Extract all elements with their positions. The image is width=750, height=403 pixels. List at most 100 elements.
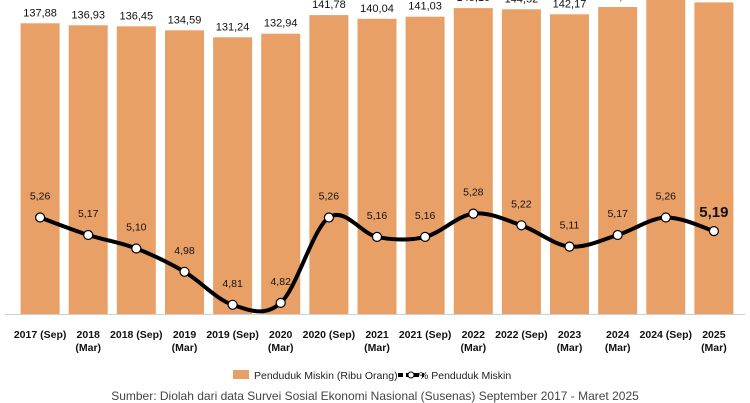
x-tick-label-line: 2024 (Sep) bbox=[640, 329, 693, 341]
x-tick-label: 2024 (Mar) bbox=[605, 329, 631, 354]
x-tick-label-line: 2022 (Sep) bbox=[495, 329, 548, 341]
x-tick-label: 2018 (Mar) bbox=[75, 329, 101, 354]
x-tick-label-line: 2021 bbox=[365, 329, 389, 341]
line-point bbox=[371, 231, 383, 242]
x-tick-label-line: (Mar) bbox=[268, 342, 294, 354]
line-point bbox=[323, 212, 334, 223]
x-tick-label: 2019 (Sep) bbox=[206, 329, 259, 341]
line-point bbox=[468, 208, 479, 219]
line-value-label: 5,28 bbox=[463, 187, 484, 199]
x-tick-label: 2021 (Sep) bbox=[399, 329, 452, 341]
bar bbox=[550, 14, 589, 315]
line-point bbox=[83, 229, 94, 241]
line-point bbox=[516, 220, 527, 231]
x-tick-label-line: 2024 bbox=[606, 329, 630, 341]
bar bbox=[598, 7, 638, 314]
line-value-label: 5,26 bbox=[30, 191, 51, 203]
bar bbox=[309, 15, 349, 314]
x-tick-label-line: (Mar) bbox=[460, 342, 486, 354]
x-tick-label: 2022 (Mar) bbox=[460, 329, 486, 354]
legend-label-bar: Penduduk Miskin (Ribu Orang) bbox=[254, 370, 398, 382]
bar bbox=[501, 9, 541, 315]
bar-value-label: 134,59 bbox=[168, 14, 202, 26]
bar bbox=[68, 25, 108, 315]
x-tick-label: 2018 (Sep) bbox=[110, 329, 163, 341]
x-tick-label-line: 2020 bbox=[269, 329, 293, 341]
x-tick-label-line: (Mar) bbox=[701, 342, 727, 354]
bar bbox=[646, 0, 686, 314]
x-tick-label: 2020 (Sep) bbox=[303, 329, 356, 341]
line-point bbox=[564, 241, 575, 252]
bar bbox=[261, 33, 301, 314]
x-tick-label: 2023 (Mar) bbox=[557, 329, 583, 354]
bar bbox=[405, 16, 445, 314]
bar bbox=[116, 26, 156, 315]
line-point bbox=[660, 212, 671, 223]
x-tick-label: 2025 (Mar) bbox=[701, 329, 727, 354]
x-tick-label-line: 2018 bbox=[77, 329, 101, 341]
line-value-label: 5,16 bbox=[367, 210, 388, 222]
bar-value-label: 136,93 bbox=[71, 9, 105, 21]
x-tick-label-line: 2023 bbox=[558, 329, 582, 341]
x-tick-label-line: (Mar) bbox=[75, 342, 101, 354]
line-point bbox=[275, 297, 286, 308]
line-point bbox=[708, 226, 720, 237]
line-point bbox=[612, 229, 623, 241]
line-value-label: 5,11 bbox=[560, 220, 580, 232]
line-value-label: 5,26 bbox=[656, 191, 677, 203]
line-value-label: 5,10 bbox=[126, 222, 147, 234]
x-tick-label-line: (Mar) bbox=[364, 342, 390, 354]
legend-label-line: % Penduduk Miskin bbox=[419, 370, 511, 382]
source-note: Sumber: Diolah dari data Survei Sosial E… bbox=[111, 389, 639, 403]
line-value-label: 4,98 bbox=[174, 245, 195, 257]
bar bbox=[213, 37, 253, 315]
bar bbox=[357, 18, 397, 315]
line-series-percent bbox=[38, 211, 716, 314]
bar-value-label: 132,94 bbox=[264, 18, 298, 30]
bar-value-label: 140,04 bbox=[360, 3, 394, 15]
legend-swatch-bar bbox=[233, 370, 249, 379]
bar-value-label: 142,17 bbox=[553, 0, 587, 10]
x-tick-label-line: 2022 bbox=[462, 329, 486, 341]
bar bbox=[453, 8, 493, 314]
x-tick-label: 2019 (Mar) bbox=[172, 329, 198, 354]
line-value-label: 5,22 bbox=[511, 198, 532, 210]
x-tick-label: 2024 (Sep) bbox=[640, 329, 693, 341]
x-tick-label-line: 2020 (Sep) bbox=[303, 329, 356, 341]
bar-value-label: 131,24 bbox=[216, 21, 250, 33]
line-point bbox=[227, 299, 238, 310]
bar-value-label: 141,78 bbox=[312, 0, 346, 11]
x-tick-label: 2017 (Sep) bbox=[14, 329, 67, 341]
line-point bbox=[420, 231, 431, 242]
x-tick-label: 2022 (Sep) bbox=[495, 329, 548, 341]
line-value-label: 5,16 bbox=[415, 210, 436, 222]
x-tick-label-line: 2018 (Sep) bbox=[110, 329, 163, 341]
bar-value-label: 137,88 bbox=[23, 7, 57, 19]
x-tick-label-line: (Mar) bbox=[172, 342, 198, 354]
line-point bbox=[34, 212, 46, 223]
x-tick-label-line: 2025 bbox=[702, 329, 726, 341]
line-value-label: 5,19 bbox=[699, 204, 728, 221]
line-value-label: 5,17 bbox=[78, 208, 99, 220]
line-point bbox=[131, 243, 142, 254]
line-value-label: 5,17 bbox=[607, 208, 628, 220]
legend-marker bbox=[407, 371, 415, 379]
line-point bbox=[179, 266, 190, 277]
x-tick-label: 2020 (Mar) bbox=[268, 329, 294, 354]
x-tick-label: 2021 (Mar) bbox=[364, 329, 390, 354]
x-tick-label-line: 2019 (Sep) bbox=[206, 329, 259, 341]
bar-value-label: 141,03 bbox=[408, 1, 442, 13]
bar bbox=[694, 2, 734, 315]
bar-value-label: 144,52 bbox=[505, 0, 539, 5]
x-tick-label-line: 2017 (Sep) bbox=[14, 329, 67, 341]
line-value-label: 4,81 bbox=[222, 278, 243, 290]
x-tick-label-line: 2021 (Sep) bbox=[399, 329, 452, 341]
bar-value-label: 145,63 bbox=[601, 0, 635, 3]
x-tick-label-line: (Mar) bbox=[557, 342, 583, 354]
line-value-label: 4,82 bbox=[270, 276, 291, 288]
line-value-label: 5,26 bbox=[319, 191, 340, 203]
bar-value-label: 145,10 bbox=[456, 0, 490, 4]
bar bbox=[20, 23, 60, 315]
x-tick-label-line: 2019 bbox=[173, 329, 197, 341]
